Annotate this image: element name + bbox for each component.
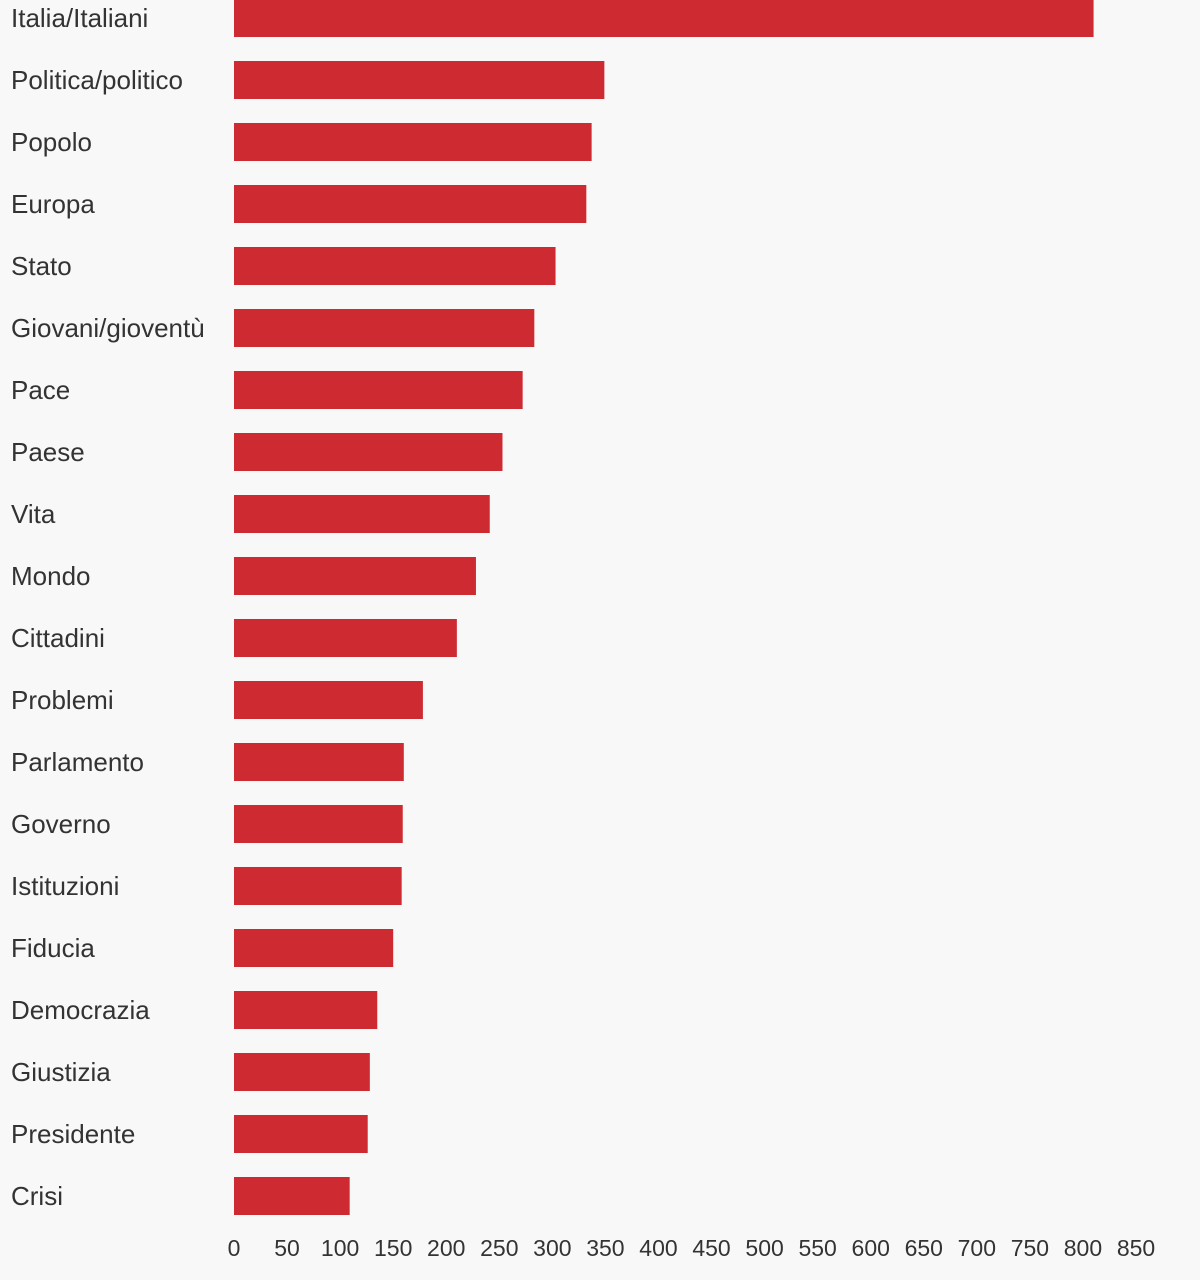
bar-democrazia bbox=[234, 991, 378, 1029]
x-tick-label: 50 bbox=[274, 1235, 300, 1261]
x-tick-label: 650 bbox=[905, 1235, 943, 1261]
category-label-cittadini: Cittadini bbox=[11, 623, 105, 653]
category-labels: Italia/Italiani Politica/politico Popolo Eu… bbox=[11, 3, 205, 1211]
x-tick-label: 400 bbox=[639, 1235, 677, 1261]
category-label-paese: Paese bbox=[11, 437, 85, 467]
x-tick-label: 450 bbox=[692, 1235, 730, 1261]
x-tick-label: 350 bbox=[586, 1235, 624, 1261]
bar-fiducia bbox=[234, 929, 394, 967]
category-label-europa: Europa bbox=[11, 189, 95, 219]
category-label-parlamento: Parlamento bbox=[11, 747, 144, 777]
bar-vita bbox=[234, 495, 490, 533]
x-tick-label: 0 bbox=[228, 1235, 241, 1261]
category-label-crisi: Crisi bbox=[11, 1181, 63, 1211]
bar-giustizia bbox=[234, 1053, 370, 1091]
category-label-istituzioni: Istituzioni bbox=[11, 871, 119, 901]
category-label-fiducia: Fiducia bbox=[11, 933, 95, 963]
bar-governo bbox=[234, 805, 403, 843]
bar-pace bbox=[234, 371, 523, 409]
category-label-problemi: Problemi bbox=[11, 685, 114, 715]
category-label-stato: Stato bbox=[11, 251, 72, 281]
bar-istituzioni bbox=[234, 867, 402, 905]
category-label-italia-italiani: Italia/Italiani bbox=[11, 3, 148, 33]
category-label-pace: Pace bbox=[11, 375, 70, 405]
bar-cittadini bbox=[234, 619, 457, 657]
bar-stato bbox=[234, 247, 556, 285]
bar-paese bbox=[234, 433, 503, 471]
x-tick-label: 700 bbox=[958, 1235, 996, 1261]
bar-politica-politico bbox=[234, 61, 605, 99]
bar-presidente bbox=[234, 1115, 368, 1153]
category-label-vita: Vita bbox=[11, 499, 56, 529]
bar-giovani-giovent bbox=[234, 309, 535, 347]
x-axis-ticks: 0 50 100 150 200 250 300 350 400 450 500 550 600 650 7… bbox=[228, 1235, 1156, 1261]
category-label-popolo: Popolo bbox=[11, 127, 92, 157]
category-label-mondo: Mondo bbox=[11, 561, 91, 591]
category-label-giustizia: Giustizia bbox=[11, 1057, 111, 1087]
x-tick-label: 150 bbox=[374, 1235, 412, 1261]
x-tick-label: 800 bbox=[1064, 1235, 1102, 1261]
category-label-giovani-giovent: Giovani/gioventù bbox=[11, 313, 205, 343]
x-tick-label: 250 bbox=[480, 1235, 518, 1261]
bar-popolo bbox=[234, 123, 592, 161]
x-tick-label: 750 bbox=[1011, 1235, 1049, 1261]
x-tick-label: 100 bbox=[321, 1235, 359, 1261]
x-tick-label: 300 bbox=[533, 1235, 571, 1261]
bars-group bbox=[234, 0, 1094, 1215]
category-label-presidente: Presidente bbox=[11, 1119, 135, 1149]
x-tick-label: 500 bbox=[745, 1235, 783, 1261]
bar-crisi bbox=[234, 1177, 350, 1215]
bar-mondo bbox=[234, 557, 476, 595]
x-tick-label: 600 bbox=[852, 1235, 890, 1261]
bar-problemi bbox=[234, 681, 423, 719]
bar-europa bbox=[234, 185, 587, 223]
bar-parlamento bbox=[234, 743, 404, 781]
category-label-politica-politico: Politica/politico bbox=[11, 65, 183, 95]
x-tick-label: 200 bbox=[427, 1235, 465, 1261]
category-label-governo: Governo bbox=[11, 809, 111, 839]
x-tick-label: 550 bbox=[798, 1235, 836, 1261]
x-tick-label: 850 bbox=[1117, 1235, 1155, 1261]
category-label-democrazia: Democrazia bbox=[11, 995, 150, 1025]
bar-italia-italiani bbox=[234, 0, 1094, 37]
